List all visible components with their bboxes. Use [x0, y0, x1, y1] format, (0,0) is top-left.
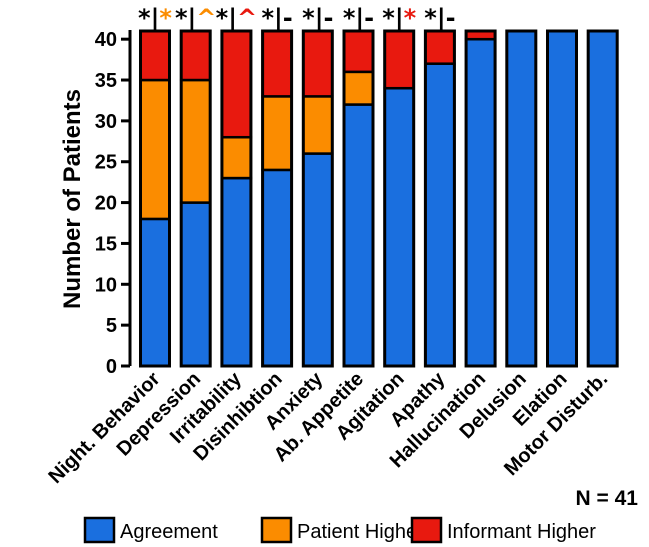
bar-segment-agreement	[220, 176, 253, 368]
sample-size-annotation: N = 41	[576, 487, 639, 510]
bar-stack	[383, 29, 416, 368]
legend-item: Patient Higher	[260, 516, 424, 544]
bar-outline	[220, 29, 253, 368]
bar-segment-patient-higher	[139, 78, 171, 221]
significance-mark: *|*	[138, 4, 172, 32]
y-tick-label: 40	[95, 29, 117, 51]
bar-outline	[261, 29, 294, 368]
bar-segment-informant-higher	[302, 29, 334, 98]
legend-item: Informant Higher	[410, 516, 596, 544]
bar-segment-patient-higher	[261, 95, 293, 172]
significance-mark: *|-	[261, 4, 292, 32]
bar-stack	[464, 29, 497, 368]
bar-stack	[139, 29, 171, 368]
bar-stack	[586, 29, 619, 368]
y-tick-label: 0	[106, 356, 117, 378]
bar-outline	[505, 29, 538, 368]
bars	[139, 29, 619, 368]
significance-mark: *|^	[175, 4, 216, 32]
y-axis-label: Number of Patients	[59, 89, 86, 309]
x-axis-labels: Night. BehaviorDepressionIrritabilityDis…	[44, 367, 612, 488]
bar-outline	[423, 29, 456, 368]
bar-segment-patient-higher	[342, 70, 375, 106]
significance-mark: *|-	[302, 4, 333, 32]
bar-segment-agreement	[179, 201, 212, 368]
bar-segment-agreement	[546, 29, 578, 368]
bar-outline	[546, 29, 578, 368]
significance-mark: *|^	[216, 4, 257, 32]
bar-outline	[586, 29, 619, 368]
bar-stack	[301, 29, 334, 368]
bar-stack	[423, 29, 456, 368]
bar-segment-informant-higher	[342, 29, 375, 74]
bar-stack	[179, 29, 212, 368]
bar-stack	[505, 29, 538, 368]
y-tick-label: 5	[106, 315, 117, 337]
bar-segment-informant-higher	[383, 29, 415, 90]
y-tick-label: 25	[95, 152, 117, 174]
y-tick-label: 15	[95, 233, 117, 255]
significance-mark: *|-	[343, 4, 374, 32]
y-axis: 0 5 10 15 20 25 30 35 40	[95, 29, 132, 378]
legend-label: Informant Higher	[447, 521, 596, 543]
bar-segment-agreement	[302, 152, 334, 368]
bar-segment-informant-higher	[261, 29, 293, 98]
bar-segment-informant-higher	[139, 29, 171, 82]
bar-outline	[342, 29, 375, 368]
bar-segment-agreement	[505, 29, 538, 368]
legend-item: Agreement	[83, 516, 218, 544]
bar-segment-agreement	[586, 29, 619, 368]
bar-outline	[139, 29, 171, 368]
significance-mark: *|-	[424, 4, 455, 32]
legend-swatch	[410, 516, 443, 544]
bar-segment-agreement	[342, 103, 375, 368]
bar-segment-agreement	[383, 86, 415, 368]
y-tick-label: 20	[95, 193, 117, 215]
bar-segment-agreement	[424, 62, 456, 368]
bar-stack	[220, 29, 253, 368]
bar-segment-patient-higher	[220, 135, 253, 180]
legend-label: Patient Higher	[297, 521, 424, 543]
bar-segment-agreement	[261, 168, 293, 368]
y-tick-label: 10	[95, 274, 117, 296]
bar-segment-patient-higher	[179, 78, 212, 204]
bar-segment-patient-higher	[302, 95, 334, 155]
bar-stack	[261, 29, 294, 368]
bar-segment-agreement	[139, 217, 171, 368]
bar-segment-informant-higher	[424, 29, 456, 65]
bar-outline	[464, 29, 497, 368]
legend-swatch	[260, 516, 293, 544]
bar-outline	[301, 29, 334, 368]
bar-outline	[179, 29, 212, 368]
legend: Agreement Patient Higher Informant Higher	[83, 516, 596, 544]
legend-swatch	[83, 516, 116, 544]
y-tick-label: 30	[95, 111, 117, 133]
y-tick-label: 35	[95, 70, 117, 92]
bar-stack	[342, 29, 375, 368]
bar-segment-informant-higher	[179, 29, 212, 82]
significance-marks: *|* *|^ *|^ *|- *|- *|- *|* *|-	[138, 4, 455, 32]
legend-label: Agreement	[120, 521, 218, 543]
bar-stack	[546, 29, 578, 368]
bar-segment-informant-higher	[220, 29, 253, 139]
bar-segment-agreement	[464, 37, 497, 368]
significance-mark: *|*	[382, 4, 416, 32]
bar-outline	[383, 29, 416, 368]
